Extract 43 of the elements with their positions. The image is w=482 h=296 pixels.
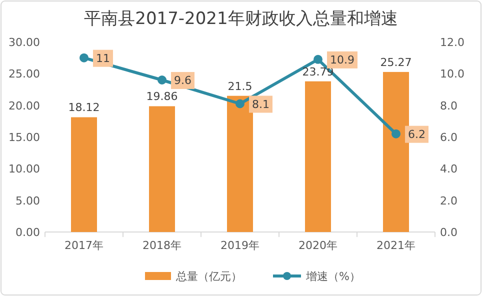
y-tick-label: 10.00: [8, 162, 40, 176]
x-tick-label: 2018年: [142, 239, 182, 252]
y-tick-label: 0.00: [16, 226, 40, 239]
data-label: 9.6: [174, 74, 192, 87]
bar: [149, 106, 175, 232]
y-tick-label: 25.00: [8, 68, 40, 81]
x-tick-label: 2017年: [64, 239, 104, 252]
legend-总量（亿元）: 总量（亿元）: [145, 270, 242, 283]
legend-增速（%）: 增速（%）: [273, 270, 360, 283]
data-label: 8.1: [252, 98, 270, 111]
point: [158, 76, 166, 84]
bar: [383, 72, 409, 232]
y2-tick-label: 10.0: [440, 68, 464, 81]
x-tick-label: 2021年: [376, 239, 416, 252]
data-label: 25.27: [380, 56, 412, 69]
y2-tick-label: 6.0: [440, 131, 458, 144]
data-label: 21.5: [228, 80, 252, 93]
bar: [305, 81, 331, 232]
y2-tick-label: 8.0: [440, 99, 458, 112]
x-tick-label: 2020年: [298, 239, 338, 252]
point: [314, 54, 322, 64]
point: [236, 99, 244, 108]
data-label: 19.86: [146, 90, 178, 104]
y-tick-label: 5.00: [16, 194, 40, 208]
data-label: 10.9: [330, 53, 354, 66]
y-tick-label: 30.00: [8, 36, 40, 49]
x-tick-label: 2019年: [220, 239, 260, 252]
legend-label: 总量（亿元）: [175, 270, 242, 283]
y2-tick-label: 4.0: [440, 162, 458, 176]
point: [392, 129, 400, 138]
legend-label: 增速（%）: [305, 270, 360, 283]
title: 平南县2017-2021年财政收入总量和增速: [84, 9, 398, 29]
data-label: 18.12: [68, 101, 100, 114]
bar: [71, 117, 97, 232]
point: [80, 53, 88, 62]
data-label: 6.2: [408, 128, 426, 141]
y2-tick-label: 0.0: [440, 226, 458, 239]
y2-tick-label: 2.0: [440, 194, 458, 208]
y-tick-label: 20.00: [8, 99, 40, 112]
bar: [227, 96, 253, 232]
y-tick-label: 15.00: [8, 131, 40, 144]
data-label: 11: [96, 52, 110, 65]
y2-tick-label: 12.0: [440, 36, 464, 49]
